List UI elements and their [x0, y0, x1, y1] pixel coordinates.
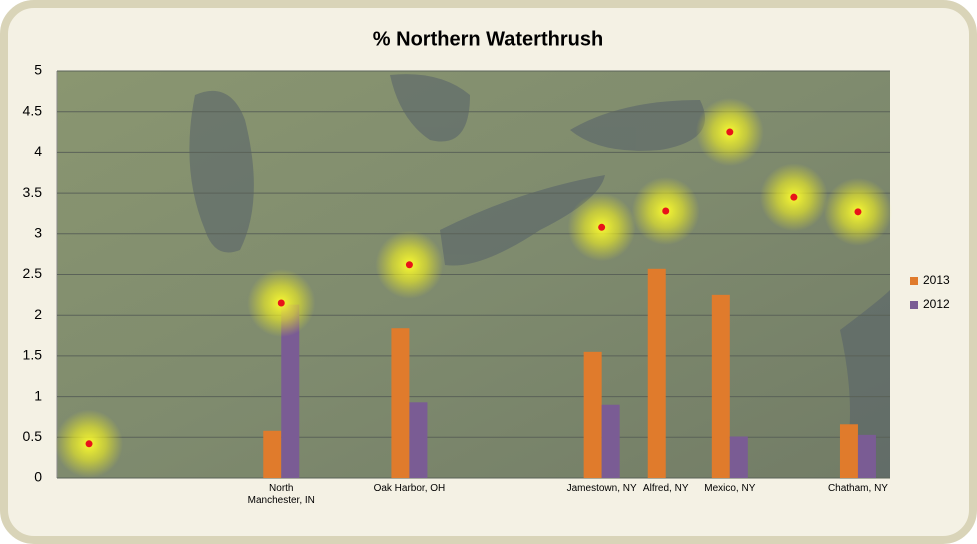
x-tick-label-box: North Manchester, IN: [247, 483, 315, 506]
legend-label: 2012: [923, 297, 950, 311]
x-tick-label: Mexico, NY: [704, 483, 756, 494]
y-tick-label: 3: [34, 225, 42, 241]
marker: [598, 223, 606, 231]
x-tick-label: Alfred, NY: [642, 483, 689, 494]
bar: [281, 304, 300, 478]
bar: [647, 268, 666, 478]
x-tick-label-box: Jamestown, NY: [566, 483, 637, 494]
x-tick-label-box: Mexico, NY: [704, 483, 756, 494]
legend-swatch: [910, 277, 918, 285]
y-tick-label: 2.5: [23, 265, 43, 281]
x-tick-label-box: Chatham, NY: [827, 483, 888, 494]
y-tick-label: 0.5: [23, 428, 43, 444]
y-tick-label: 1: [34, 387, 42, 403]
y-tick-label: 0: [34, 469, 42, 485]
x-tick-label-box: Alfred, NY: [642, 483, 689, 494]
marker: [726, 128, 734, 136]
y-tick-label: 4: [34, 143, 42, 159]
x-tick-label: North Manchester, IN: [247, 483, 315, 506]
bar: [583, 351, 602, 478]
bar: [839, 424, 858, 478]
x-tick-label: Oak Harbor, OH: [373, 483, 446, 494]
marker: [277, 299, 285, 307]
y-tick-label: 2: [34, 306, 42, 322]
y-tick-label: 3.5: [23, 184, 43, 200]
x-tick-label: Jamestown, NY: [566, 483, 637, 494]
marker: [85, 440, 93, 448]
bar: [711, 294, 730, 478]
bar: [263, 430, 282, 478]
legend-label: 2013: [923, 273, 950, 287]
y-tick-label: 5: [34, 62, 42, 78]
bar: [391, 328, 410, 478]
x-tick-label: Chatham, NY: [827, 483, 888, 494]
y-tick-label: 1.5: [23, 347, 43, 363]
bar: [729, 436, 748, 478]
legend-swatch: [910, 301, 918, 309]
x-tick-label-box: Oak Harbor, OH: [373, 483, 446, 494]
bar: [409, 402, 428, 478]
bar: [601, 404, 620, 478]
chart-title: % Northern Waterthrush: [373, 28, 603, 50]
marker: [790, 193, 798, 201]
marker: [854, 208, 862, 216]
marker: [662, 207, 670, 215]
marker: [405, 261, 413, 269]
y-tick-label: 4.5: [23, 102, 43, 118]
bar: [857, 434, 876, 478]
